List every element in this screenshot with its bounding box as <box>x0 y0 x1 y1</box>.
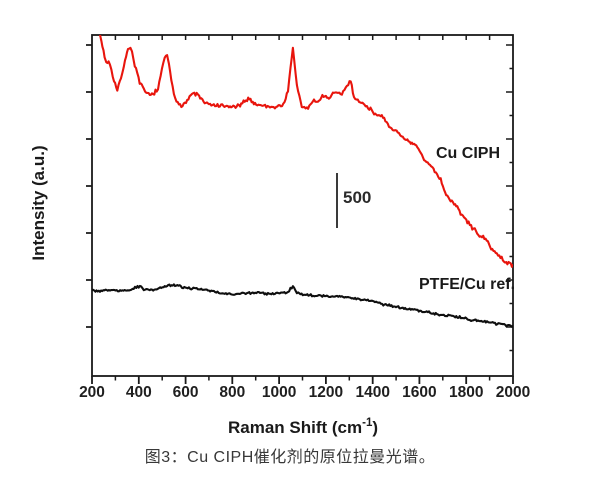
x-axis-minor-ticks <box>114 376 491 381</box>
right-axis-ticks <box>506 44 513 352</box>
plot-dynamic-layer: 200 400 600 800 1000 1200 1400 1600 1800 2000 <box>79 34 530 401</box>
x-tick-label: 600 <box>173 384 199 401</box>
x-axis-title-superscript: -1 <box>362 417 373 429</box>
x-tick-label: 2000 <box>496 384 530 401</box>
x-tick-label: 1600 <box>402 384 436 401</box>
figure-caption: 图3：Cu CIPH催化剂的原位拉曼光谱。 <box>144 449 436 466</box>
cu-ciph-curve <box>98 35 513 268</box>
x-tick-label: 400 <box>126 384 152 401</box>
ptfe-cu-ref-series-label: PTFE/Cu ref. <box>419 276 515 293</box>
x-tick-label: 1000 <box>262 384 296 401</box>
x-axis-title-close: ) <box>372 418 378 437</box>
top-axis-ticks <box>114 35 491 40</box>
raman-plot: 200 400 600 800 1000 1200 1400 1600 1800 2000 500… <box>29 34 530 437</box>
plot-frame <box>91 34 514 377</box>
x-axis-major-ticks <box>91 376 514 384</box>
x-tick-label: 800 <box>219 384 245 401</box>
ptfe-cu-ref-curve <box>92 283 513 328</box>
y-axis-title: Intensity (a.u.) <box>29 145 48 260</box>
x-tick-label: 200 <box>79 384 105 401</box>
x-axis-title: Raman Shift (cm-1) <box>228 417 378 437</box>
x-tick-label: 1800 <box>449 384 483 401</box>
scale-bar-label: 500 <box>343 188 371 207</box>
x-tick-label: 1400 <box>355 384 389 401</box>
cu-ciph-series-label: Cu CIPH <box>436 145 500 162</box>
y-axis-ticks <box>86 44 92 328</box>
x-tick-label: 1200 <box>309 384 343 401</box>
x-axis-title-main: Raman Shift (cm <box>228 418 362 437</box>
